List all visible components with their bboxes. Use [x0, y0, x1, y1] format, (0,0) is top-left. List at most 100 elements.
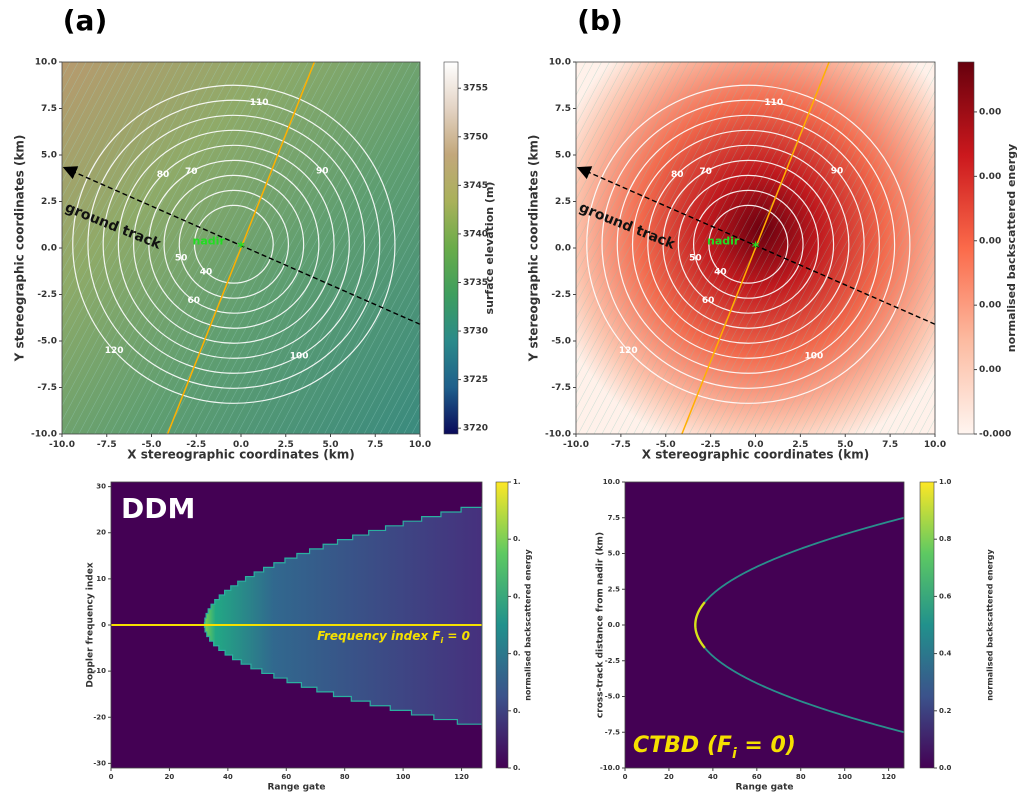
x-tick-label: 0: [623, 773, 628, 781]
contour-label: 80: [671, 170, 684, 180]
y-tick-label: -30: [93, 759, 106, 767]
contour-label: 60: [188, 296, 201, 306]
colorbar-tick-label: 3725: [463, 375, 488, 385]
x-axis-label: Range gate: [267, 783, 325, 793]
line-label-suffix: = 0: [443, 629, 470, 643]
colorbar-label: normalised backscattered energy: [1005, 144, 1018, 352]
y-tick-label: -10.0: [31, 430, 57, 440]
nadir-marker: *: [752, 240, 760, 256]
colorbar-tick-label: 3750: [463, 132, 488, 142]
colorbar-tick-label: 0.00: [979, 236, 1001, 246]
y-tick-label: 7.5: [41, 104, 57, 114]
colorbar-tick-label: 0.4: [939, 650, 952, 658]
colorbar-tick-label: 0.8: [939, 535, 952, 543]
contour-label: 70: [185, 167, 198, 177]
x-tick-label: 20: [165, 773, 175, 781]
y-tick-label: -7.5: [551, 383, 571, 393]
colorbar-label: surface elevation (m): [483, 182, 496, 315]
plot-field: [625, 482, 970, 768]
y-tick-label: 0: [101, 621, 106, 629]
ddm-label: DDM: [121, 492, 195, 525]
colorbar-tick-label: 3730: [463, 327, 488, 337]
y-tick-label: 2.5: [41, 197, 57, 207]
colorbar: [920, 482, 934, 768]
x-tick-label: 0: [109, 773, 114, 781]
colorbar-tick-label: 0.: [513, 592, 521, 600]
y-tick-label: -2.5: [37, 290, 57, 300]
y-tick-label: 30: [96, 483, 106, 491]
x-tick-label: -10.0: [49, 440, 75, 450]
figure: 405060708090100110120ground tracknadir*(…: [0, 0, 1022, 796]
contour-label: 50: [689, 254, 702, 264]
contour-label: 110: [764, 98, 783, 108]
y-tick-label: 0.0: [41, 244, 57, 254]
colorbar-tick-label: 3720: [463, 424, 488, 434]
x-axis-label: X stereographic coordinates (km): [127, 448, 354, 462]
y-tick-label: -10.0: [545, 430, 571, 440]
x-tick-label: 120: [454, 773, 469, 781]
y-tick-label: 10.0: [603, 478, 620, 486]
x-tick-label: -7.5: [97, 440, 117, 450]
y-tick-label: -2.5: [605, 657, 620, 665]
x-tick-label: 80: [340, 773, 350, 781]
contour-label: 40: [714, 267, 727, 277]
y-tick-label: 5.0: [41, 151, 57, 161]
x-tick-label: 40: [708, 773, 718, 781]
contour-label: 120: [619, 346, 638, 356]
x-tick-label: 10.0: [409, 440, 431, 450]
colorbar-label: normalised backscattered energy: [524, 548, 533, 700]
y-tick-label: -10.0: [600, 764, 620, 772]
colorbar-tick-label: 0.: [513, 535, 521, 543]
y-tick-label: 0.0: [608, 621, 621, 629]
y-tick-label: 10: [96, 575, 106, 583]
y-axis-label: Y stereographic coordinates (km): [527, 135, 541, 363]
y-tick-label: 2.5: [555, 197, 571, 207]
line-label-suffix: = 0): [737, 733, 796, 758]
line-label: CTBD (Fi = 0): [633, 733, 796, 762]
colorbar-tick-label: 0.00: [979, 301, 1001, 311]
y-tick-label: 5.0: [555, 151, 571, 161]
colorbar-tick-label: 0.00: [979, 365, 1001, 375]
x-tick-label: 60: [752, 773, 762, 781]
contour-label: 40: [200, 267, 213, 277]
x-tick-label: -7.5: [611, 440, 631, 450]
contour-label: 60: [702, 296, 715, 306]
panel-label: (b): [577, 4, 623, 37]
colorbar-tick-label: 0.: [513, 764, 521, 772]
line-label-text: Frequency index F: [317, 629, 441, 643]
y-tick-label: -5.0: [551, 337, 571, 347]
colorbar-label: normalised backscattered energy: [986, 548, 995, 700]
y-tick-label: 7.5: [555, 104, 571, 114]
contour-label: 90: [831, 167, 844, 177]
contour-label: 80: [157, 170, 170, 180]
contour-label: 90: [316, 167, 329, 177]
y-tick-label: -7.5: [37, 383, 57, 393]
x-tick-label: 120: [881, 773, 896, 781]
y-tick-label: -20: [93, 713, 106, 721]
y-tick-label: 0.0: [555, 244, 571, 254]
x-tick-label: 60: [281, 773, 291, 781]
y-tick-label: 5.0: [608, 550, 621, 558]
contour-label: 100: [804, 351, 823, 361]
contour-label: 50: [175, 254, 188, 264]
colorbar-tick-label: 0.00: [979, 172, 1001, 182]
y-tick-label: -5.0: [605, 693, 620, 701]
y-axis-label: Y stereographic coordinates (km): [13, 135, 27, 363]
x-tick-label: -10.0: [563, 440, 589, 450]
panel-label: (a): [63, 4, 108, 37]
y-tick-label: -5.0: [37, 337, 57, 347]
y-tick-label: 7.5: [608, 514, 621, 522]
nadir-marker: *: [237, 240, 245, 256]
x-tick-label: 100: [396, 773, 411, 781]
y-tick-label: -2.5: [551, 290, 571, 300]
nadir-label: nadir: [193, 234, 226, 247]
y-tick-label: 10.0: [549, 58, 571, 68]
colorbar: [958, 62, 974, 434]
y-tick-label: 2.5: [608, 585, 621, 593]
contour-label: 110: [250, 98, 269, 108]
x-tick-label: 100: [837, 773, 852, 781]
line-label-text: CTBD (F: [633, 733, 732, 758]
colorbar-tick-label: 0.2: [939, 707, 952, 715]
colorbar-tick-label: 3755: [463, 84, 488, 94]
field-background: [625, 482, 904, 768]
